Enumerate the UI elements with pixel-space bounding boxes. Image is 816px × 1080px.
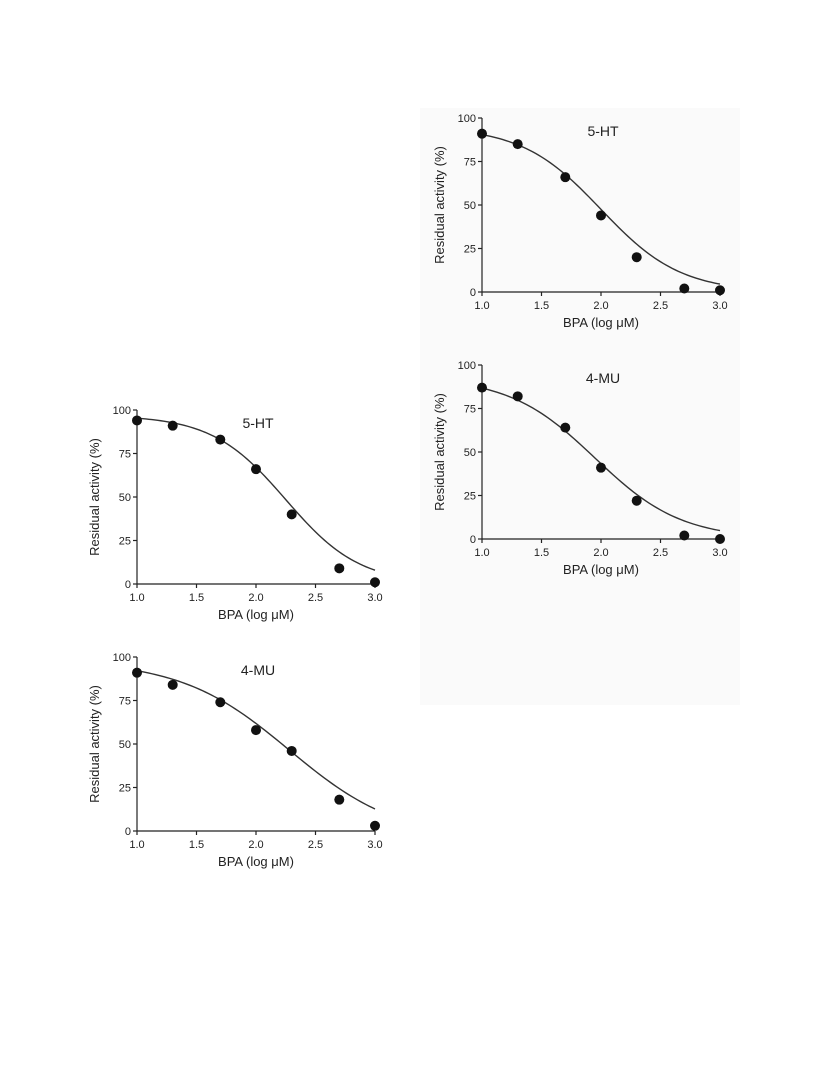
x-tick-label: 1.5: [534, 547, 549, 559]
x-axis-label: BPA (log μM): [218, 854, 294, 869]
y-tick-label: 0: [470, 287, 476, 299]
data-point: [251, 464, 261, 475]
y-axis-label: Residual activity (%): [432, 393, 447, 511]
chart-title: 5-HT: [242, 415, 274, 431]
data-point: [215, 697, 226, 708]
x-axis-label: BPA (log μM): [563, 562, 639, 577]
x-axis-label: BPA (log μM): [218, 607, 294, 622]
chart-5ht-top-right: 0 25 50 75 100 1.0 1.5 2.0 2.5 3.0 5-HT BPA (log μM…: [425, 108, 745, 358]
x-tick-label: 3.0: [367, 839, 382, 851]
figure-background-panel: [420, 108, 740, 705]
x-tick-label: 1.0: [474, 300, 489, 312]
fit-curve: [481, 133, 721, 285]
data-point: [334, 563, 345, 574]
chart-svg: 0 25 50 75 100 1.0 1.5 2.0 2.5 3.0 5-HT BPA (log μM…: [432, 113, 728, 330]
chart-4mu-middle-right: 0 25 50 75 100 1.0 1.5 2.0 2.5 3.0 4-MU BPA (log μM…: [425, 355, 745, 605]
y-tick-label: 0: [125, 579, 131, 591]
data-point: [167, 679, 178, 690]
y-tick-label: 75: [119, 449, 131, 461]
y-axis-label: Residual activity (%): [87, 438, 102, 556]
x-tick-label: 2.0: [248, 592, 263, 604]
y-tick-label: 75: [464, 404, 476, 416]
x-tick-label: 2.5: [308, 592, 323, 604]
data-point: [715, 285, 725, 296]
data-point: [132, 667, 142, 678]
data-point: [477, 382, 487, 393]
data-point: [286, 745, 297, 756]
chart-title: 4-MU: [586, 370, 620, 386]
data-point: [251, 725, 261, 736]
x-tick-label: 2.5: [653, 547, 668, 559]
chart-svg: 0 25 50 75 100 1.0 1.5 2.0 2.5 3.0 5-HT BPA (log μM…: [87, 405, 383, 622]
x-tick-label: 1.5: [189, 592, 204, 604]
y-tick-label: 100: [113, 405, 131, 417]
x-tick-label: 1.0: [474, 547, 489, 559]
x-tick-label: 2.0: [593, 300, 608, 312]
x-tick-label: 2.5: [653, 300, 668, 312]
data-point: [215, 434, 226, 445]
data-point: [477, 128, 487, 139]
data-point: [132, 415, 142, 426]
data-point: [370, 577, 380, 588]
data-point: [631, 495, 642, 506]
x-tick-label: 2.5: [308, 839, 323, 851]
y-tick-label: 0: [125, 826, 131, 838]
chart-4mu-bottom-left: 0 25 50 75 100 1.0 1.5 2.0 2.5 3.0 4-MU BPA (log μM…: [80, 647, 400, 897]
y-tick-label: 25: [119, 536, 131, 548]
data-point: [679, 283, 690, 294]
x-tick-label: 1.0: [129, 592, 144, 604]
y-tick-label: 100: [458, 113, 476, 125]
chart-5ht-left: 0 25 50 75 100 1.0 1.5 2.0 2.5 3.0 5-HT BPA (log μM…: [80, 400, 400, 650]
chart-svg: 0 25 50 75 100 1.0 1.5 2.0 2.5 3.0 4-MU BPA (log μM…: [432, 360, 728, 577]
y-tick-label: 25: [119, 783, 131, 795]
x-tick-label: 2.0: [248, 839, 263, 851]
y-tick-label: 50: [119, 492, 131, 504]
y-tick-label: 100: [458, 360, 476, 372]
y-tick-label: 50: [119, 739, 131, 751]
data-point: [370, 820, 380, 831]
y-tick-label: 25: [464, 491, 476, 503]
y-tick-label: 100: [113, 652, 131, 664]
data-point: [560, 172, 571, 183]
data-point: [596, 462, 606, 473]
x-tick-label: 2.0: [593, 547, 608, 559]
y-axis-label: Residual activity (%): [432, 146, 447, 264]
fit-curve: [481, 387, 721, 532]
data-point: [334, 794, 345, 805]
data-point: [560, 422, 571, 433]
y-tick-label: 75: [119, 696, 131, 708]
fit-curve: [136, 417, 376, 571]
chart-title: 4-MU: [241, 662, 275, 678]
x-tick-label: 1.5: [534, 300, 549, 312]
data-point: [631, 252, 642, 263]
y-tick-label: 25: [464, 244, 476, 256]
y-tick-label: 50: [464, 200, 476, 212]
y-tick-label: 0: [470, 534, 476, 546]
data-point: [596, 210, 606, 221]
y-tick-label: 50: [464, 447, 476, 459]
x-axis-label: BPA (log μM): [563, 315, 639, 330]
y-axis-label: Residual activity (%): [87, 685, 102, 803]
data-point: [286, 509, 297, 520]
data-point: [715, 534, 725, 544]
data-point: [167, 420, 178, 431]
chart-title: 5-HT: [587, 123, 619, 139]
data-point: [679, 530, 690, 541]
x-tick-label: 3.0: [712, 300, 727, 312]
y-tick-label: 75: [464, 157, 476, 169]
chart-svg: 0 25 50 75 100 1.0 1.5 2.0 2.5 3.0 4-MU BPA (log μM…: [87, 652, 383, 869]
x-tick-label: 1.5: [189, 839, 204, 851]
data-point: [512, 139, 523, 150]
x-tick-label: 3.0: [712, 547, 727, 559]
x-tick-label: 3.0: [367, 592, 382, 604]
data-point: [512, 391, 523, 402]
fit-curve: [136, 670, 376, 810]
x-tick-label: 1.0: [129, 839, 144, 851]
